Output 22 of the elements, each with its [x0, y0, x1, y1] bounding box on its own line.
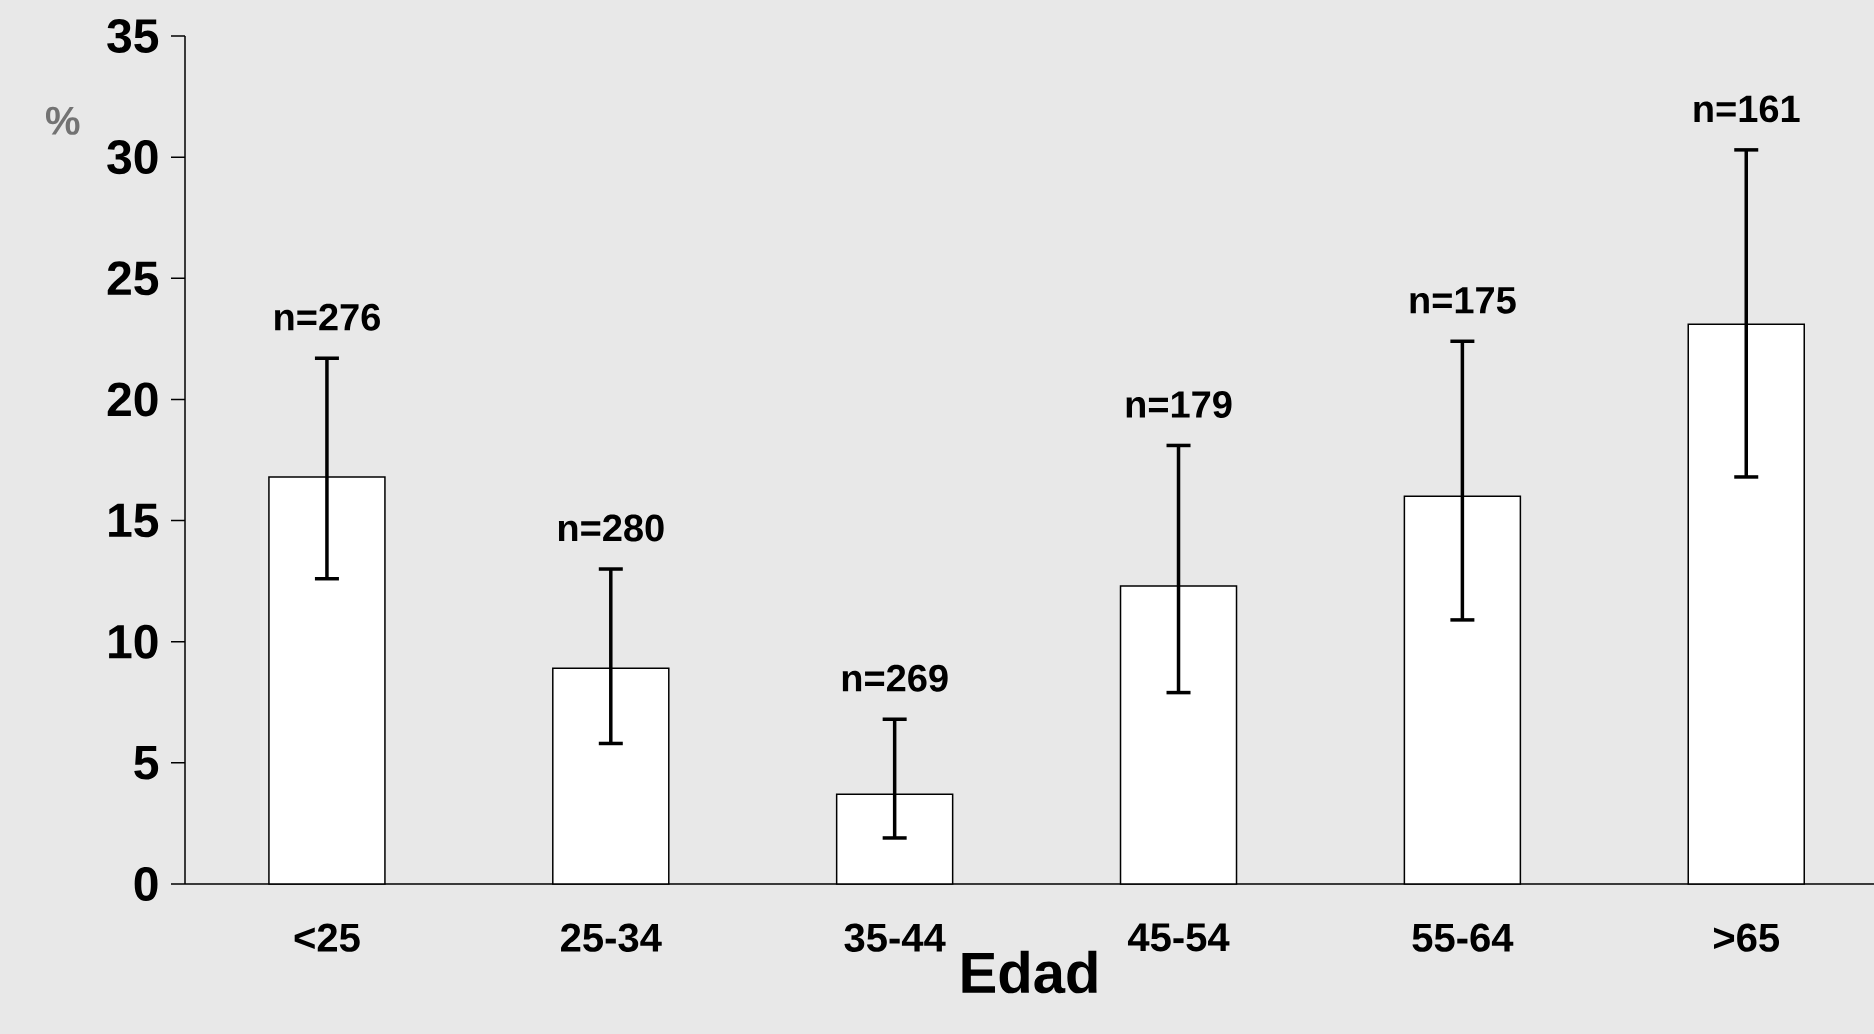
y-tick-label: 10	[109, 624, 158, 659]
annotation: n=280	[558, 514, 664, 542]
x-axis-title: Edad	[962, 950, 1097, 994]
x-tick-label: 25-34	[561, 923, 662, 952]
x-tick-label: 35-44	[844, 923, 946, 952]
annotation: n=161	[1694, 95, 1800, 123]
y-axis-title: %	[45, 106, 80, 135]
annotation: n=269	[842, 664, 948, 692]
x-tick-label: 45-54	[1127, 923, 1230, 952]
y-tick-label: 20	[107, 382, 158, 417]
x-tick-label: >65	[1714, 923, 1780, 952]
annotation: n=175	[1410, 287, 1516, 314]
y-tick-label: 35	[107, 18, 159, 54]
y-tick-label: 25	[107, 261, 159, 296]
annotation: n=179	[1126, 391, 1232, 418]
x-tick-label: <25	[294, 923, 360, 952]
x-tick-label: 55-64	[1412, 923, 1514, 952]
y-tick-label: 30	[107, 140, 158, 175]
y-tick-label: 15	[109, 503, 159, 538]
y-tick-label: 0	[134, 867, 158, 901]
y-tick-label: 5	[134, 746, 159, 780]
annotation: n=276	[275, 303, 380, 331]
